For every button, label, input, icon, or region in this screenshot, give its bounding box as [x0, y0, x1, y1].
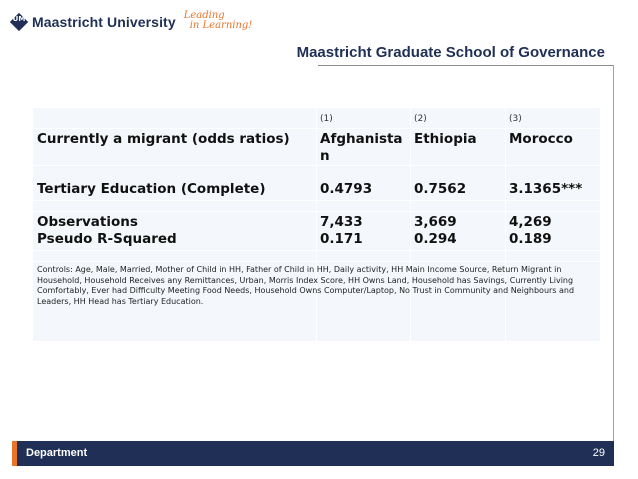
row-value: 0.4793: [320, 181, 373, 197]
row-divider: [33, 211, 600, 212]
row-value: 3,669: [414, 214, 457, 230]
row-label: Tertiary Education (Complete): [37, 181, 266, 197]
row-divider: [33, 200, 600, 201]
department-label: Department: [26, 447, 88, 459]
tagline-line-2: in Learning!: [189, 20, 253, 31]
university-logo: UM Maastricht University Leading in Lear…: [6, 8, 253, 36]
row-label: Pseudo R-Squared: [37, 231, 177, 247]
row-divider: [33, 261, 600, 262]
tagline-line-1: Leading: [183, 10, 225, 21]
country-afghanistan: Afghanista n: [320, 131, 403, 164]
dependent-variable-label: Currently a migrant (odds ratios): [37, 131, 290, 147]
header-divider: [318, 65, 614, 66]
tagline: Leading in Learning!: [184, 11, 253, 31]
column-divider: [410, 108, 411, 341]
column-divider: [316, 108, 317, 341]
right-divider: [613, 65, 614, 445]
row-value: 0.189: [509, 231, 552, 247]
column-number-1: (1): [320, 114, 333, 124]
footer-bar: Department 29: [12, 441, 614, 466]
logo-mark-text: UM: [12, 15, 26, 23]
table-notes: Controls: Age, Male, Married, Mother of …: [37, 265, 575, 306]
row-value: 0.171: [320, 231, 363, 247]
row-value: 4,269: [509, 214, 552, 230]
row-divider: [33, 165, 600, 166]
row-value: 3.1365***: [509, 181, 583, 197]
school-title: Maastricht Graduate School of Governance: [296, 44, 605, 61]
results-table: (1) (2) (3) Currently a migrant (odds ra…: [33, 108, 600, 341]
row-value: 7,433: [320, 214, 363, 230]
row-label: Observations: [37, 214, 138, 230]
university-name: Maastricht University: [32, 14, 176, 30]
row-divider: [33, 250, 600, 251]
country-ethiopia: Ethiopia: [414, 131, 477, 147]
page-number: 29: [592, 447, 605, 459]
column-number-2: (2): [414, 114, 427, 124]
country-morocco: Morocco: [509, 131, 573, 147]
column-divider: [505, 108, 506, 341]
column-number-3: (3): [509, 114, 522, 124]
row-divider: [33, 128, 600, 129]
um-logo-icon: UM: [10, 13, 28, 31]
row-value: 0.7562: [414, 181, 467, 197]
row-value: 0.294: [414, 231, 457, 247]
